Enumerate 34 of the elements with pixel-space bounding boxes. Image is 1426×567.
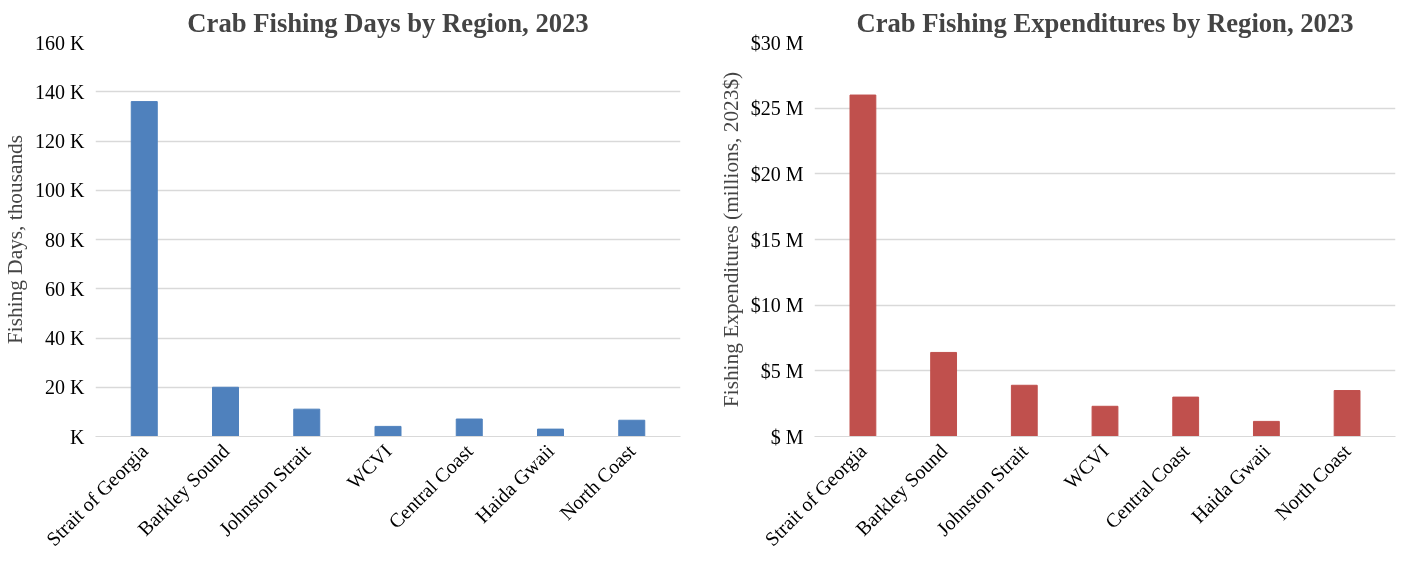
y-tick-label: 20 K	[45, 376, 86, 399]
y-tick-label: $10 M	[750, 294, 804, 317]
y-tick-label: $30 M	[750, 31, 804, 54]
y-tick-label: 160 K	[35, 31, 86, 54]
y-tick-label: 80 K	[45, 228, 86, 251]
bar	[455, 418, 483, 437]
bar	[374, 425, 402, 437]
y-tick-label: $15 M	[750, 228, 804, 251]
bar	[130, 101, 158, 437]
y-axis-title: Fishing Days, thousands	[3, 134, 28, 345]
y-tick-label: $ M	[770, 425, 804, 448]
bar	[212, 386, 239, 437]
bar	[1333, 390, 1361, 437]
bar	[849, 94, 877, 437]
y-tick-label: $25 M	[750, 97, 804, 120]
bar	[537, 428, 564, 437]
y-tick-label: $20 M	[750, 162, 804, 185]
y-tick-label: 40 K	[45, 327, 86, 349]
bar	[930, 351, 958, 437]
chart-title: Crab Fishing Days by Region, 2023	[187, 7, 589, 38]
bar	[293, 408, 321, 437]
y-axis-title: Fishing Expenditures (millions, 2023$)	[718, 71, 743, 408]
bar	[1010, 384, 1038, 437]
y-tick-label: 60 K	[45, 277, 86, 300]
y-tick-label: K	[70, 425, 86, 448]
bar	[618, 419, 646, 437]
chart-title: Crab Fishing Expenditures by Region, 2023	[856, 7, 1354, 38]
y-tick-label: 120 K	[35, 130, 86, 152]
bar	[1091, 405, 1119, 437]
y-tick-label: 100 K	[35, 179, 86, 202]
bar	[1252, 420, 1280, 437]
bar	[1172, 396, 1200, 437]
y-tick-label: $5 M	[760, 359, 804, 382]
y-tick-label: 140 K	[35, 80, 86, 103]
